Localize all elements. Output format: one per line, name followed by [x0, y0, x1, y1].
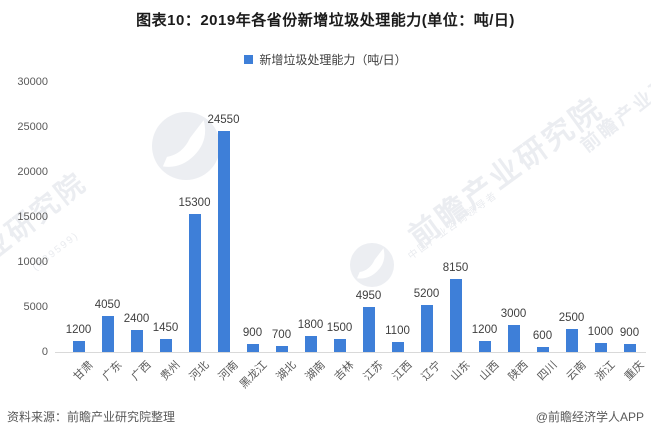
chart-title: 图表10：2019年各省份新增垃圾处理能力(单位：吨/日): [136, 12, 515, 29]
bar: [246, 344, 259, 352]
y-axis-label: 10000: [17, 256, 48, 268]
x-axis-label: 湖南: [303, 359, 328, 384]
bar: [304, 336, 317, 352]
x-axis-label: 吉林: [332, 359, 357, 384]
y-axis-label: 15000: [17, 211, 48, 223]
x-axis-label: 江西: [390, 359, 415, 384]
bar: [362, 307, 375, 352]
bar-value-label: 1000: [587, 326, 614, 338]
bar-value-label: 2400: [123, 313, 150, 325]
bar-value-label: 24550: [207, 114, 240, 126]
bar: [449, 279, 462, 352]
x-axis-label: 重庆: [622, 359, 647, 384]
bar-value-label: 5200: [413, 288, 440, 300]
x-axis-label: 辽宁: [419, 359, 444, 384]
y-axis-label: 30000: [17, 76, 48, 88]
x-axis-label: 广东: [100, 359, 125, 384]
bar: [72, 341, 85, 352]
bar: [333, 339, 346, 352]
bar-value-label: 3000: [500, 308, 527, 320]
bar-value-label: 1200: [471, 324, 498, 336]
bar-value-label: 600: [532, 330, 553, 342]
x-axis-label: 广西: [129, 359, 154, 384]
bar-value-label: 1500: [326, 322, 353, 334]
y-axis-label: 20000: [17, 166, 48, 178]
bar: [101, 316, 114, 352]
y-axis-label: 0: [41, 346, 48, 358]
bar-value-label: 15300: [178, 197, 211, 209]
bar: [623, 344, 636, 352]
brand-note: @前瞻经济学人APP: [535, 410, 644, 424]
bar-value-label: 4050: [94, 299, 121, 311]
legend: 新增垃圾处理能力（吨/日）: [0, 51, 651, 68]
bar: [478, 341, 491, 352]
x-axis-label: 陕西: [506, 359, 531, 384]
bar-value-label: 1200: [65, 324, 92, 336]
y-axis-label: 5000: [23, 301, 48, 313]
bar-value-label: 1450: [152, 322, 179, 334]
bar-value-label: 1100: [385, 325, 410, 337]
bar-value-label: 700: [271, 329, 292, 341]
bar-value-label: 2500: [558, 312, 585, 324]
bar: [159, 339, 172, 352]
bar: [594, 343, 607, 352]
source-note: 资料来源：前瞻产业研究院整理: [7, 410, 176, 424]
bar: [275, 346, 288, 352]
x-axis-label: 云南: [564, 359, 589, 384]
bar: [536, 347, 549, 352]
bar-value-label: 8150: [442, 262, 469, 274]
x-axis-label: 湖北: [274, 359, 299, 384]
bar-value-label: 1800: [297, 319, 324, 331]
bar: [391, 342, 404, 352]
x-axis-line: [55, 352, 646, 353]
bar: [507, 325, 520, 352]
x-axis-label: 山东: [448, 359, 473, 384]
bar: [565, 329, 578, 352]
bar-value-label: 900: [619, 327, 640, 339]
x-axis-label: 贵州: [158, 359, 183, 384]
bar: [130, 330, 143, 352]
bar-value-label: 900: [242, 327, 263, 339]
x-axis-label: 河北: [187, 359, 212, 384]
legend-label: 新增垃圾处理能力（吨/日）: [259, 53, 407, 67]
x-axis-label: 山西: [477, 359, 502, 384]
x-axis-label: 江苏: [361, 359, 386, 384]
y-axis-label: 25000: [17, 121, 48, 133]
x-axis-label: 四川: [535, 359, 560, 384]
bar: [420, 305, 433, 352]
legend-swatch-icon: [244, 55, 254, 64]
bar: [188, 214, 201, 352]
x-axis-label: 浙江: [593, 359, 618, 384]
x-axis-label: 黑龙江: [237, 359, 270, 391]
bar: [217, 131, 230, 352]
bar-value-label: 4950: [355, 290, 382, 302]
x-axis-label: 甘肃: [71, 359, 96, 384]
